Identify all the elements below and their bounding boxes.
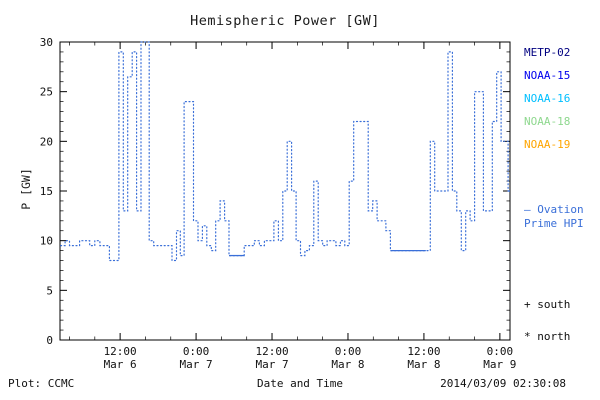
x-axis-label: Date and Time (256, 377, 344, 390)
svg-text:15: 15 (40, 185, 53, 198)
ovation-line-sample: — Ovation (524, 203, 584, 216)
legend-noaa-19: NOAA-19 (524, 138, 571, 151)
svg-text:Mar 7: Mar 7 (180, 358, 213, 371)
svg-text:Mar 8: Mar 8 (331, 358, 364, 371)
svg-text:20: 20 (40, 135, 53, 148)
legend-noaa-16: NOAA-16 (524, 92, 571, 105)
svg-text:12:00: 12:00 (104, 345, 137, 358)
legend-metp-02: METP-02 (524, 46, 571, 59)
legend-north-marker: * north (524, 330, 571, 343)
svg-text:0:00: 0:00 (335, 345, 362, 358)
svg-text:30: 30 (40, 36, 53, 49)
svg-text:0:00: 0:00 (183, 345, 210, 358)
svg-text:Mar 9: Mar 9 (483, 358, 516, 371)
generation-timestamp: 2014/03/09 02:30:08 (440, 377, 566, 390)
svg-text:0:00: 0:00 (487, 345, 514, 358)
svg-text:0: 0 (46, 334, 53, 347)
legend-ovation-prime-hpi: — Ovation Prime HPI (524, 203, 584, 231)
chart-title: Hemispheric Power [GW] (190, 13, 380, 29)
legend-noaa-15: NOAA-15 (524, 69, 571, 82)
svg-text:Mar 6: Mar 6 (104, 358, 137, 371)
plot-credit: Plot: CCMC (8, 377, 75, 390)
svg-text:Mar 7: Mar 7 (255, 358, 288, 371)
svg-text:25: 25 (40, 86, 53, 99)
svg-text:12:00: 12:00 (407, 345, 440, 358)
ovation-label: Prime HPI (524, 217, 584, 230)
legend-noaa-18: NOAA-18 (524, 115, 571, 128)
legend-south-marker: + south (524, 298, 571, 311)
svg-text:Mar 8: Mar 8 (407, 358, 440, 371)
svg-text:10: 10 (40, 235, 53, 248)
svg-text:5: 5 (46, 284, 53, 297)
svg-text:12:00: 12:00 (255, 345, 288, 358)
